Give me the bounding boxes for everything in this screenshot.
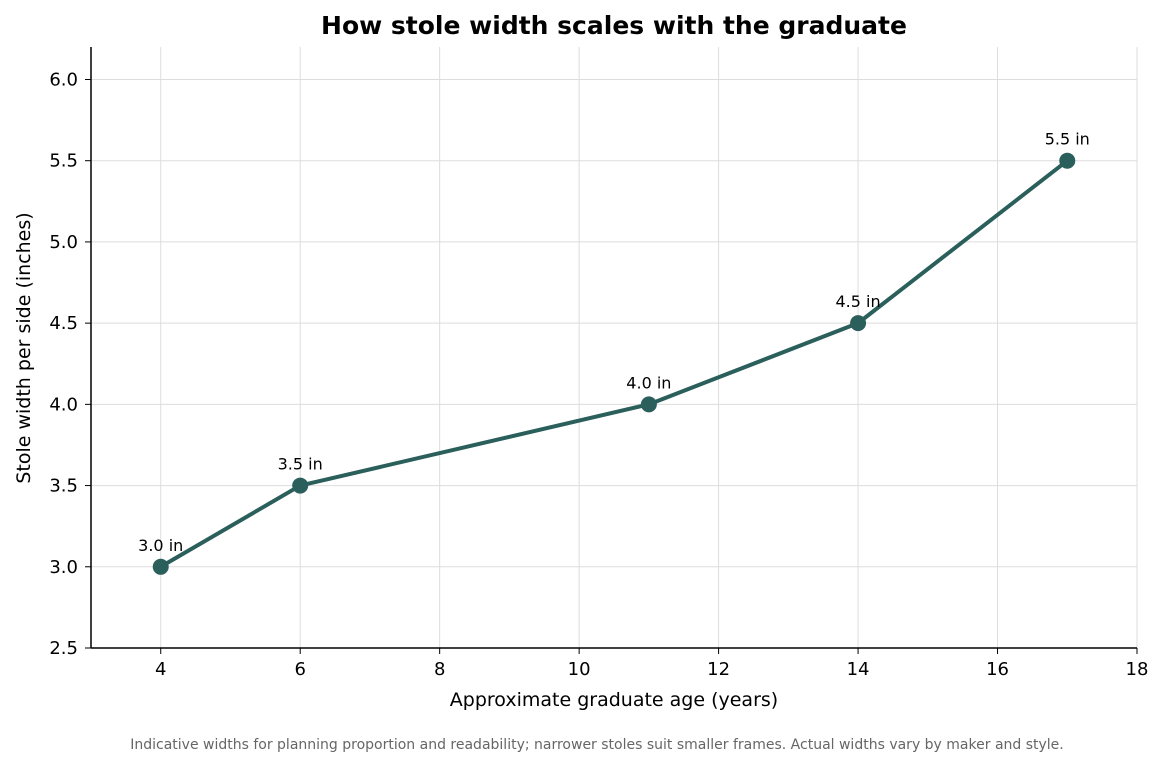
data-point xyxy=(1059,152,1076,169)
chart-title: How stole width scales with the graduate xyxy=(321,11,907,40)
data-point xyxy=(152,558,169,575)
y-tick-label: 6.0 xyxy=(49,69,78,90)
footnote: Indicative widths for planning proportio… xyxy=(130,737,1064,753)
y-tick-label: 2.5 xyxy=(49,638,78,659)
x-tick-label: 10 xyxy=(568,659,591,680)
axes xyxy=(90,47,1137,649)
data-label: 4.0 in xyxy=(626,373,671,392)
x-tick-label: 12 xyxy=(707,659,730,680)
y-tick-label: 3.5 xyxy=(49,476,78,497)
data-point xyxy=(292,477,309,494)
x-axis-label: Approximate graduate age (years) xyxy=(450,689,778,711)
x-tick-label: 16 xyxy=(986,659,1009,680)
grid xyxy=(91,47,1138,649)
x-tick-label: 4 xyxy=(155,659,166,680)
y-tick-label: 4.5 xyxy=(49,313,78,334)
y-axis-label: Stole width per side (inches) xyxy=(13,212,35,483)
x-tick-label: 14 xyxy=(847,659,870,680)
x-tick-label: 18 xyxy=(1126,659,1149,680)
data-series xyxy=(152,152,1076,575)
data-point xyxy=(640,396,657,413)
data-label: 3.5 in xyxy=(278,455,323,474)
y-tick-label: 5.5 xyxy=(49,151,78,172)
data-labels: 3.0 in 3.5 in 4.0 in 4.5 in 5.5 in xyxy=(138,130,1090,555)
data-label: 3.0 in xyxy=(138,536,183,555)
y-tick-label: 5.0 xyxy=(49,232,78,253)
y-tick-label: 3.0 xyxy=(49,557,78,578)
series-line xyxy=(158,158,1070,569)
y-tick-label: 4.0 xyxy=(49,394,78,415)
ticks: 4 6 8 10 12 14 16 18 2.5 3.0 3.5 4.0 4.5 5.0 5.5 6.0 xyxy=(49,69,1148,680)
x-tick-label: 6 xyxy=(294,659,305,680)
data-label: 4.5 in xyxy=(836,292,881,311)
data-point xyxy=(850,315,867,332)
x-tick-label: 8 xyxy=(434,659,445,680)
data-label: 5.5 in xyxy=(1045,130,1090,149)
